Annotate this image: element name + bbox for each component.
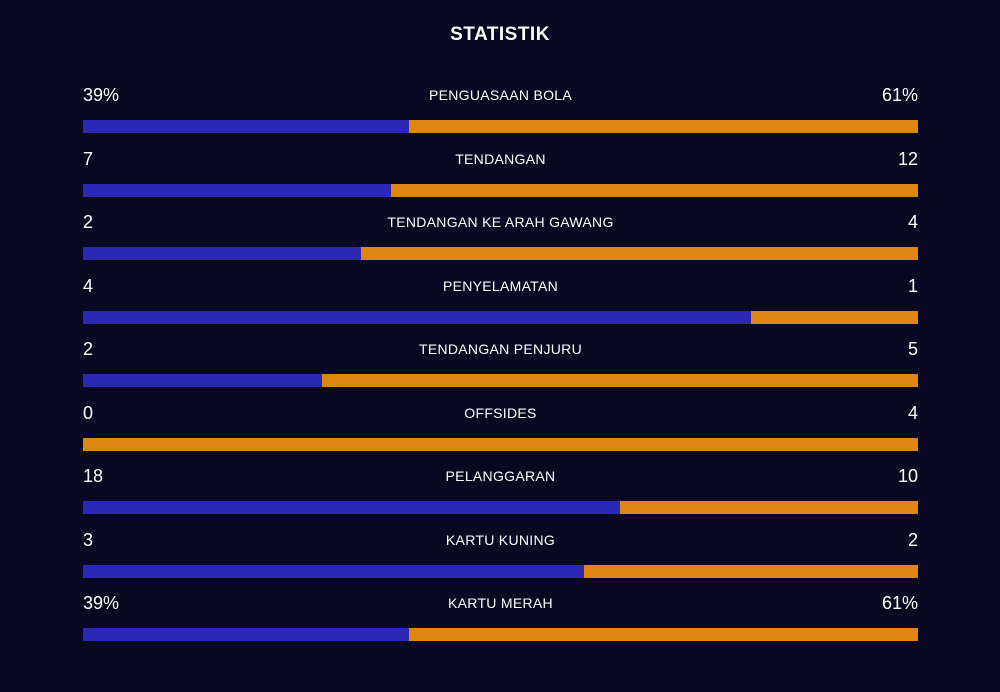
home-bar-segment bbox=[83, 183, 391, 197]
home-value: 18 bbox=[83, 466, 104, 486]
away-bar-segment bbox=[408, 628, 918, 641]
away-value: 5 bbox=[907, 339, 918, 359]
page-title: STATISTIK bbox=[450, 24, 550, 45]
home-value: 39% bbox=[83, 593, 120, 613]
home-bar-segment bbox=[83, 564, 584, 578]
stat-row: 4 PENYELAMATAN 1 bbox=[83, 274, 918, 330]
stat-row: 0 OFFSIDES 4 bbox=[83, 401, 918, 457]
away-value: 10 bbox=[897, 466, 918, 486]
stat-label: PENGUASAAN BOLA bbox=[429, 87, 572, 103]
away-bar-segment bbox=[619, 501, 918, 514]
home-value: 4 bbox=[83, 275, 94, 296]
comparison-bar bbox=[83, 374, 918, 387]
home-value: 2 bbox=[83, 212, 94, 232]
stat-row: 7 TENDANGAN 12 bbox=[83, 147, 918, 203]
away-bar-segment bbox=[361, 247, 918, 260]
stat-label: TENDANGAN KE ARAH GAWANG bbox=[387, 214, 614, 230]
away-bar-segment bbox=[83, 437, 918, 451]
away-value: 2 bbox=[907, 529, 918, 550]
stat-row: 39% KARTU MERAH 61% bbox=[83, 591, 918, 647]
home-bar-segment bbox=[83, 310, 751, 324]
away-bar-segment bbox=[390, 183, 918, 197]
stat-label: PELANGGARAN bbox=[445, 468, 556, 484]
comparison-bar bbox=[83, 247, 918, 260]
home-value: 7 bbox=[83, 148, 94, 169]
comparison-bar bbox=[83, 310, 918, 324]
stat-label: TENDANGAN PENJURU bbox=[418, 341, 582, 357]
comparison-bar bbox=[83, 183, 918, 197]
stat-label: OFFSIDES bbox=[464, 404, 537, 421]
away-value: 61% bbox=[881, 85, 918, 105]
home-value: 39% bbox=[83, 85, 120, 105]
away-value: 4 bbox=[907, 402, 918, 423]
home-bar-segment bbox=[83, 120, 409, 133]
home-bar-segment bbox=[83, 501, 620, 514]
stat-label: TENDANGAN bbox=[455, 150, 546, 167]
comparison-bar bbox=[83, 120, 918, 133]
stat-label: PENYELAMATAN bbox=[442, 277, 559, 294]
stat-row: 39% PENGUASAAN BOLA 61% bbox=[83, 83, 918, 139]
home-bar-segment bbox=[83, 247, 362, 260]
stat-row: 18 PELANGGARAN 10 bbox=[83, 464, 918, 520]
comparison-bar bbox=[83, 501, 918, 514]
home-value: 2 bbox=[83, 339, 94, 359]
away-bar-segment bbox=[751, 310, 918, 324]
away-value: 1 bbox=[907, 275, 918, 296]
home-bar-segment bbox=[83, 628, 409, 641]
away-bar-segment bbox=[408, 120, 918, 133]
home-bar-segment bbox=[83, 374, 322, 387]
away-bar-segment bbox=[584, 564, 918, 578]
home-value: 3 bbox=[83, 529, 94, 550]
comparison-bar bbox=[83, 564, 918, 578]
stat-row: 3 KARTU KUNING 2 bbox=[83, 528, 918, 584]
comparison-bar bbox=[83, 437, 918, 451]
away-value: 12 bbox=[897, 148, 918, 169]
comparison-bar bbox=[83, 628, 918, 641]
stat-label: KARTU KUNING bbox=[445, 531, 556, 548]
stat-row: 2 TENDANGAN KE ARAH GAWANG 4 bbox=[83, 210, 918, 266]
away-bar-segment bbox=[321, 374, 918, 387]
home-value: 0 bbox=[83, 402, 94, 423]
away-value: 4 bbox=[907, 212, 918, 232]
stat-label: KARTU MERAH bbox=[448, 595, 553, 611]
away-value: 61% bbox=[881, 593, 918, 613]
stat-row: 2 TENDANGAN PENJURU 5 bbox=[83, 337, 918, 393]
